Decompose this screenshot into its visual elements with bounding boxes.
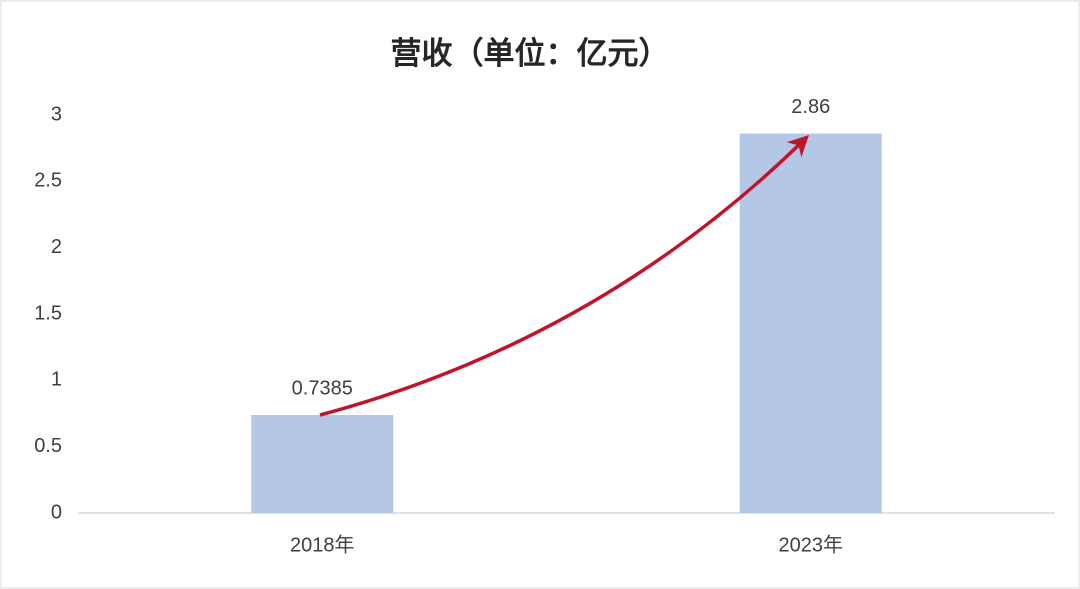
y-tick-label: 1 — [51, 369, 62, 391]
plot-area: 0 0.5 1 1.5 2 2.5 3 2018年 0.7385 2023年 2.86 — [34, 96, 882, 556]
growth-arrow — [319, 135, 809, 417]
value-label: 2.86 — [791, 96, 830, 118]
y-tick-label: 0.5 — [34, 435, 62, 457]
value-label: 0.7385 — [292, 377, 353, 399]
bar — [251, 415, 394, 513]
y-tick-label: 0 — [51, 501, 62, 523]
y-tick-label: 3 — [51, 103, 62, 125]
y-tick-label: 1.5 — [34, 302, 62, 324]
bar — [739, 133, 882, 513]
chart-title: 营收（单位：亿元） — [391, 36, 670, 71]
y-tick-label: 2 — [51, 236, 62, 258]
x-tick-label: 2023年 — [779, 533, 844, 556]
y-tick-label: 2.5 — [34, 170, 62, 192]
x-tick-label: 2018年 — [290, 533, 355, 556]
